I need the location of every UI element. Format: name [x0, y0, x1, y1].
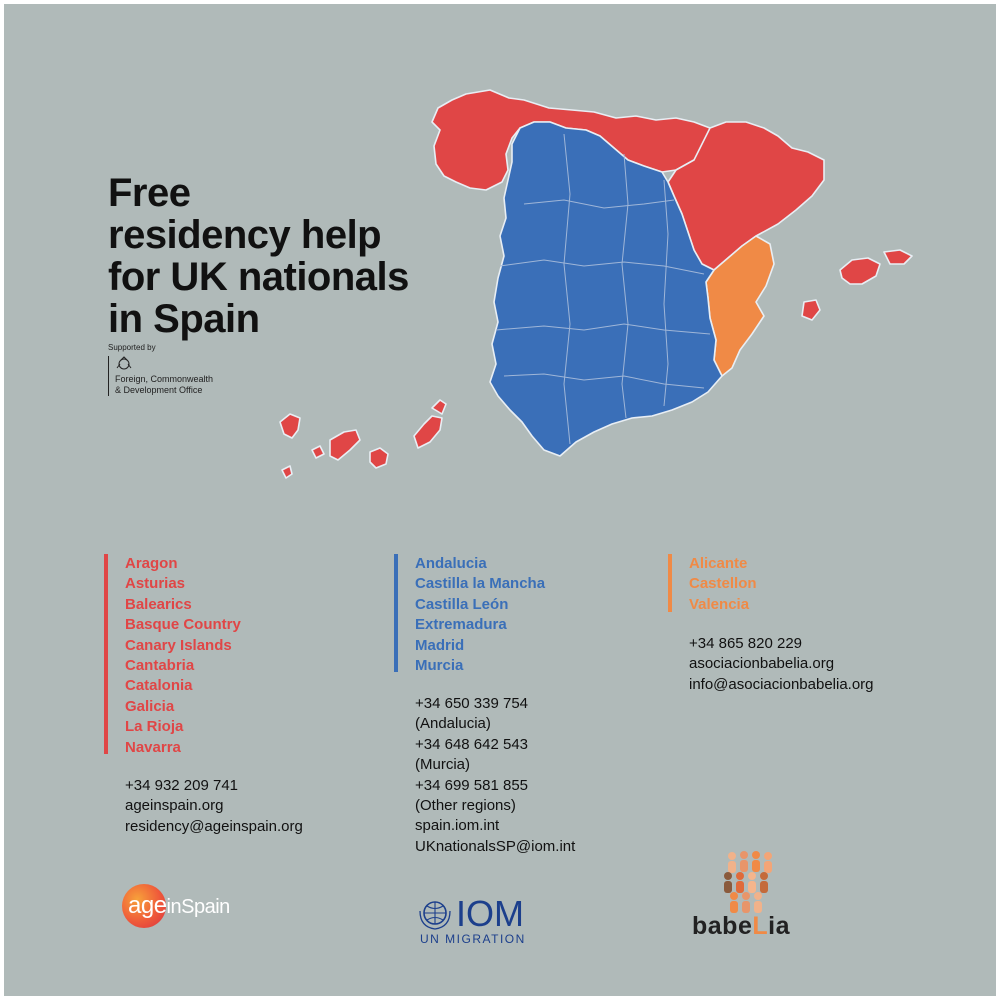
- map-region-balearics-1: [839, 257, 881, 285]
- region-item: Basque Country: [125, 616, 241, 634]
- babelia-logo: babeLia: [690, 850, 810, 950]
- region-item: La Rioja: [125, 718, 184, 736]
- babelia-text-b: L: [752, 912, 769, 940]
- region-item: Navarra: [125, 738, 181, 756]
- title-line-3: for UK nationals: [108, 255, 409, 299]
- babelia-text-c: ia: [768, 912, 790, 940]
- fcdo-name: Foreign, Commonwealth & Development Offi…: [115, 374, 213, 396]
- region-item: Valencia: [689, 595, 750, 613]
- logo-age-text: age: [128, 892, 167, 919]
- supported-by-label: Supported by: [108, 343, 156, 352]
- region-item: Alicante: [689, 555, 748, 572]
- babelia-wordmark: babeLia: [692, 912, 790, 941]
- page-title: Free residency help for UK nationals in …: [108, 172, 409, 340]
- phone-note: (Andalucia): [415, 715, 491, 733]
- map-region-canary-3: [311, 445, 325, 459]
- phone-number[interactable]: +34 865 820 229: [689, 635, 803, 652]
- map-province-borders: [495, 133, 711, 445]
- fcdo-logo: Foreign, Commonwealth & Development Offi…: [108, 356, 213, 396]
- website-link[interactable]: spain.iom.int: [415, 817, 500, 835]
- website-link[interactable]: ageinspain.org: [125, 797, 224, 815]
- contact-list: +34 932 209 741 ageinspain.org residency…: [125, 776, 303, 837]
- map-region-canary-2: [281, 465, 293, 479]
- babelia-text-a: babe: [692, 912, 753, 940]
- people-group-icon: [724, 851, 772, 913]
- phone-number[interactable]: +34 650 339 754: [415, 695, 529, 712]
- region-item: Andalucia: [415, 555, 487, 572]
- spain-regions-map: [279, 89, 913, 479]
- ageinspain-wordmark: ageinSpain: [128, 892, 230, 920]
- region-item: Aragon: [125, 555, 178, 572]
- title-line-4: in Spain: [108, 297, 260, 341]
- map-region-canary-5: [369, 447, 389, 469]
- region-list: Alicante Castellon Valencia: [689, 554, 757, 615]
- column-color-bar: [668, 554, 672, 612]
- title-line-2: residency help: [108, 213, 382, 257]
- phone-number[interactable]: +34 932 209 741: [125, 777, 239, 794]
- map-region-canary-7: [431, 399, 447, 415]
- region-item: Asturias: [125, 575, 186, 593]
- iom-wordmark: IOM: [456, 893, 524, 934]
- column-iom: Andalucia Castilla la Mancha Castilla Le…: [394, 554, 575, 855]
- logo-inspain-text: inSpain: [166, 896, 231, 918]
- phone-number[interactable]: +34 648 642 543: [415, 735, 529, 753]
- map-region-balearics-2: [883, 249, 913, 265]
- contact-list: +34 865 820 229 asociacionbabelia.org in…: [689, 634, 874, 695]
- fcdo-line-1: Foreign, Commonwealth: [115, 374, 214, 384]
- region-list: Andalucia Castilla la Mancha Castilla Le…: [415, 554, 545, 676]
- map-region-canary-4: [329, 429, 361, 461]
- royal-crest-icon: [116, 356, 132, 370]
- map-region-interior: [489, 121, 723, 457]
- email-link[interactable]: residency@ageinspain.org: [125, 817, 303, 835]
- iom-subtitle: UN MIGRATION: [420, 932, 526, 946]
- region-item: Castilla León: [415, 595, 509, 613]
- region-item: Extremadura: [415, 616, 507, 634]
- region-item: Castilla la Mancha: [415, 575, 546, 593]
- region-item: Madrid: [415, 636, 465, 654]
- email-link[interactable]: info@asociacionbabelia.org: [689, 675, 874, 693]
- map-region-balearics-3: [801, 299, 821, 321]
- poster: Free residency help for UK nationals in …: [4, 4, 996, 996]
- iom-logo: IOM UN MIGRATION: [416, 893, 546, 947]
- ageinspain-logo: ageinSpain: [122, 882, 272, 942]
- title-line-1: Free: [108, 171, 191, 215]
- email-link[interactable]: UKnationalsSP@iom.int: [415, 837, 576, 855]
- column-babelia: Alicante Castellon Valencia +34 865 820 …: [668, 554, 874, 693]
- map-region-canary-1: [279, 413, 301, 439]
- column-color-bar: [394, 554, 398, 672]
- phone-number[interactable]: +34 699 581 855: [415, 776, 529, 794]
- iom-emblem-icon: [419, 901, 451, 930]
- region-item: Murcia: [415, 657, 464, 675]
- ageinspain-circle-icon: [122, 884, 166, 928]
- region-item: Castellon: [689, 575, 757, 593]
- phone-note: (Murcia): [415, 756, 470, 774]
- region-item: Galicia: [125, 697, 175, 715]
- map-region-canary-6: [413, 415, 443, 449]
- column-color-bar: [104, 554, 108, 754]
- region-list: Aragon Asturias Balearics Basque Country…: [125, 554, 241, 758]
- phone-note: (Other regions): [415, 797, 516, 815]
- fcdo-line-2: & Development Office: [115, 385, 203, 395]
- region-item: Catalonia: [125, 677, 193, 695]
- column-ageinspain: Aragon Asturias Balearics Basque Country…: [104, 554, 303, 835]
- website-link[interactable]: asociacionbabelia.org: [689, 655, 835, 673]
- contact-list: +34 650 339 754 (Andalucia) +34 648 642 …: [415, 694, 575, 857]
- region-item: Canary Islands: [125, 636, 232, 654]
- region-item: Cantabria: [125, 657, 195, 675]
- region-item: Balearics: [125, 595, 192, 613]
